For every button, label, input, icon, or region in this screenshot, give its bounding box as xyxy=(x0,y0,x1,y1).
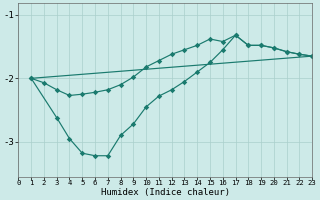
X-axis label: Humidex (Indice chaleur): Humidex (Indice chaleur) xyxy=(101,188,230,197)
